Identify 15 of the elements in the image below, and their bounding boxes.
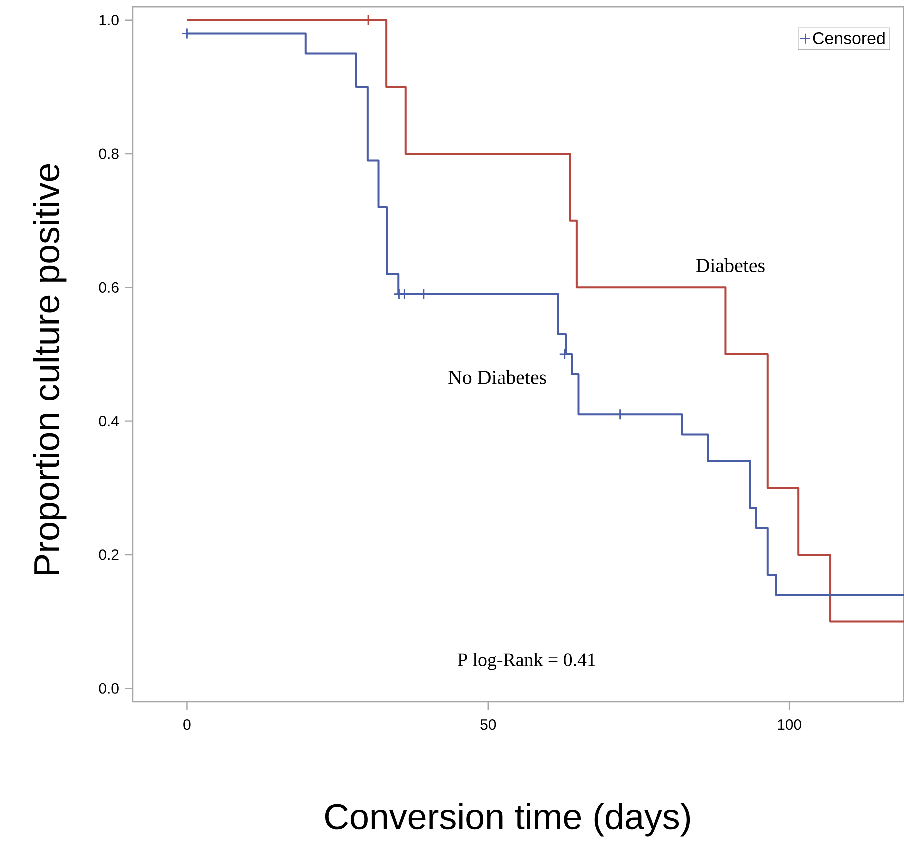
annotation: P log-Rank = 0.41 <box>458 653 596 670</box>
y-tick-label: 1.0 <box>100 15 119 26</box>
y-axis-title: Proportion culture positive <box>33 164 67 574</box>
x-tick-label: 0 <box>184 720 191 730</box>
legend-label: Censored <box>813 32 885 44</box>
y-tick-label: 0.0 <box>99 683 119 694</box>
y-tick-label: 0.4 <box>99 416 120 427</box>
y-tick-label: 0.6 <box>99 282 119 293</box>
x-tick-label: 50 <box>480 720 496 730</box>
y-tick-label: 0.8 <box>99 148 119 160</box>
y-tick-label: 0.2 <box>99 550 119 560</box>
x-axis-title: Conversion time (days) <box>325 803 690 837</box>
x-tick-label: 100 <box>778 720 802 730</box>
series-label: Diabetes <box>696 258 765 272</box>
series-label: No Diabetes <box>448 370 546 384</box>
